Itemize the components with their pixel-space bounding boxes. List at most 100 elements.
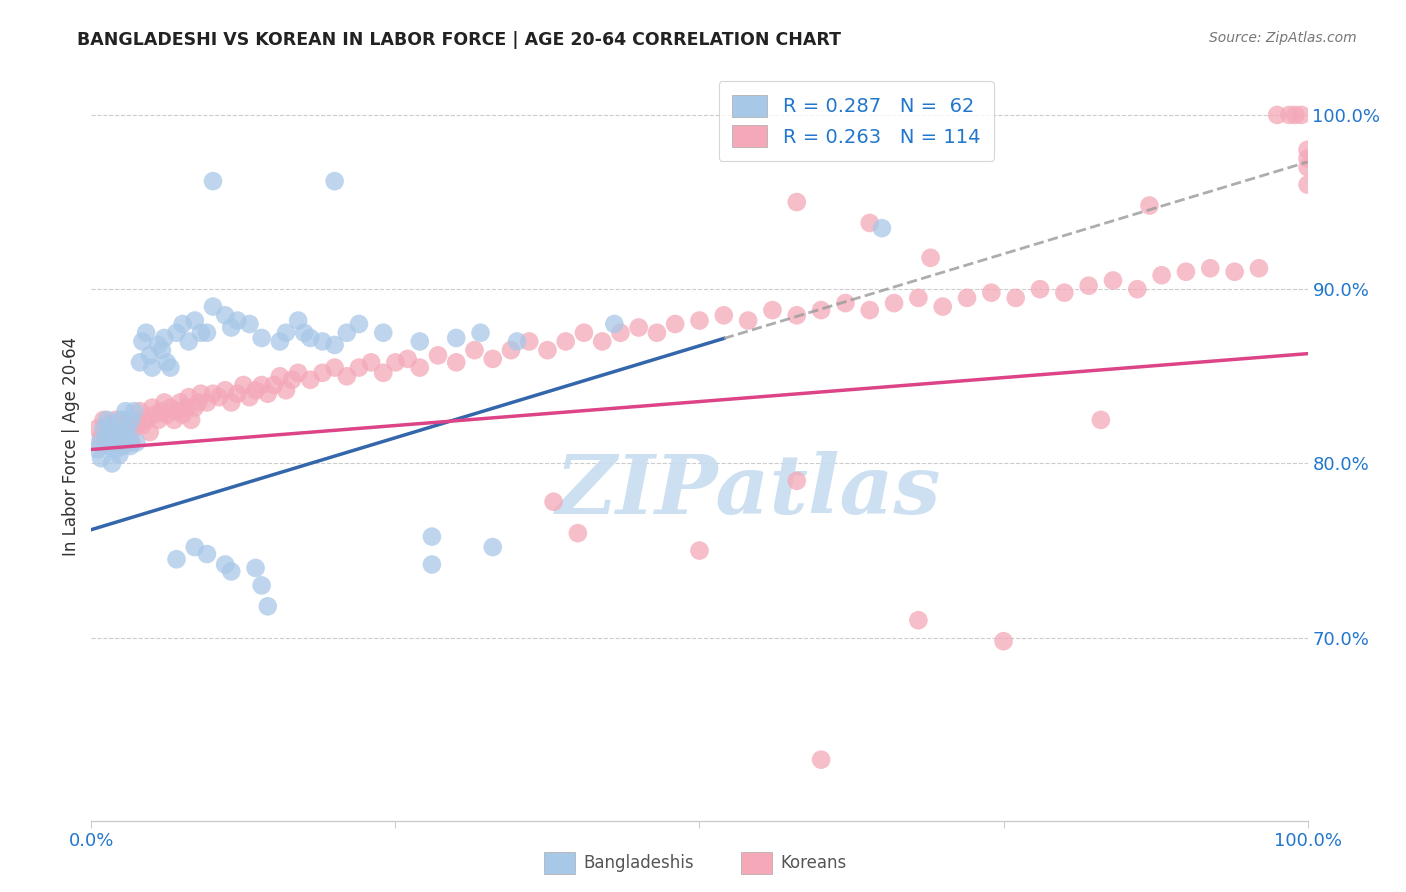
- Point: [506, 334, 529, 349]
- Point: [114, 430, 136, 444]
- Point: [111, 421, 134, 435]
- Point: [94, 425, 117, 439]
- Point: [250, 331, 273, 345]
- Point: [409, 334, 432, 349]
- Point: [420, 558, 443, 572]
- Point: [190, 326, 212, 340]
- Point: [1296, 160, 1319, 174]
- Point: [108, 435, 131, 450]
- Point: [127, 413, 149, 427]
- Point: [463, 343, 485, 358]
- Point: [184, 401, 207, 415]
- Point: [883, 296, 905, 310]
- Point: [195, 395, 218, 409]
- Point: [159, 360, 181, 375]
- Point: [238, 390, 260, 404]
- Point: [238, 317, 260, 331]
- Point: [1175, 265, 1198, 279]
- Point: [1278, 108, 1301, 122]
- Point: [98, 425, 121, 439]
- Point: [1139, 198, 1161, 212]
- Text: Bangladeshis: Bangladeshis: [583, 854, 695, 871]
- Point: [536, 343, 558, 358]
- Point: [713, 308, 735, 322]
- Point: [153, 331, 176, 345]
- Point: [859, 216, 882, 230]
- Text: BANGLADESHI VS KOREAN IN LABOR FORCE | AGE 20-64 CORRELATION CHART: BANGLADESHI VS KOREAN IN LABOR FORCE | A…: [77, 31, 841, 49]
- Point: [139, 425, 162, 439]
- Point: [131, 334, 153, 349]
- Point: [89, 435, 111, 450]
- Point: [287, 313, 309, 327]
- Point: [202, 300, 225, 314]
- Point: [122, 421, 145, 435]
- Point: [1265, 108, 1288, 122]
- Point: [396, 351, 419, 366]
- Point: [184, 313, 207, 327]
- Point: [93, 413, 115, 427]
- Point: [1004, 291, 1026, 305]
- Point: [1291, 108, 1313, 122]
- Point: [111, 425, 134, 439]
- Legend: R = 0.287   N =  62, R = 0.263   N = 114: R = 0.287 N = 62, R = 0.263 N = 114: [718, 81, 994, 161]
- Point: [208, 390, 231, 404]
- Point: [567, 526, 589, 541]
- Point: [219, 320, 242, 334]
- Point: [609, 326, 631, 340]
- Point: [121, 413, 143, 427]
- Point: [810, 753, 832, 767]
- Y-axis label: In Labor Force | Age 20-64: In Labor Force | Age 20-64: [62, 336, 80, 556]
- Point: [299, 331, 322, 345]
- Point: [166, 404, 188, 418]
- Point: [274, 326, 297, 340]
- Point: [572, 326, 595, 340]
- Point: [139, 348, 162, 362]
- Point: [107, 435, 129, 450]
- Point: [281, 373, 304, 387]
- Point: [214, 383, 236, 397]
- Point: [187, 395, 209, 409]
- Point: [1102, 273, 1125, 287]
- Point: [150, 404, 173, 418]
- Point: [150, 343, 173, 358]
- Point: [664, 317, 686, 331]
- Point: [104, 421, 127, 435]
- Point: [347, 317, 370, 331]
- Point: [627, 320, 650, 334]
- Point: [859, 303, 882, 318]
- Point: [543, 495, 565, 509]
- Point: [94, 430, 117, 444]
- Point: [86, 442, 108, 457]
- Point: [232, 378, 254, 392]
- Point: [499, 343, 522, 358]
- Point: [250, 378, 273, 392]
- Point: [834, 296, 856, 310]
- Point: [226, 313, 249, 327]
- Point: [591, 334, 613, 349]
- Point: [245, 383, 267, 397]
- Point: [737, 313, 759, 327]
- Point: [93, 421, 115, 435]
- Point: [120, 425, 142, 439]
- Point: [1296, 178, 1319, 192]
- Point: [177, 390, 200, 404]
- Point: [202, 174, 225, 188]
- Point: [169, 395, 191, 409]
- Point: [299, 373, 322, 387]
- Point: [172, 408, 194, 422]
- Point: [323, 174, 346, 188]
- Point: [1029, 282, 1052, 296]
- Point: [907, 291, 929, 305]
- Point: [1247, 261, 1270, 276]
- Point: [143, 408, 166, 422]
- Point: [956, 291, 979, 305]
- Text: ZIPatlas: ZIPatlas: [555, 451, 941, 531]
- Point: [101, 457, 124, 471]
- Point: [269, 369, 291, 384]
- Point: [214, 308, 236, 322]
- Point: [323, 360, 346, 375]
- Point: [184, 540, 207, 554]
- Point: [1077, 278, 1099, 293]
- Text: Source: ZipAtlas.com: Source: ZipAtlas.com: [1209, 31, 1357, 45]
- Point: [409, 360, 432, 375]
